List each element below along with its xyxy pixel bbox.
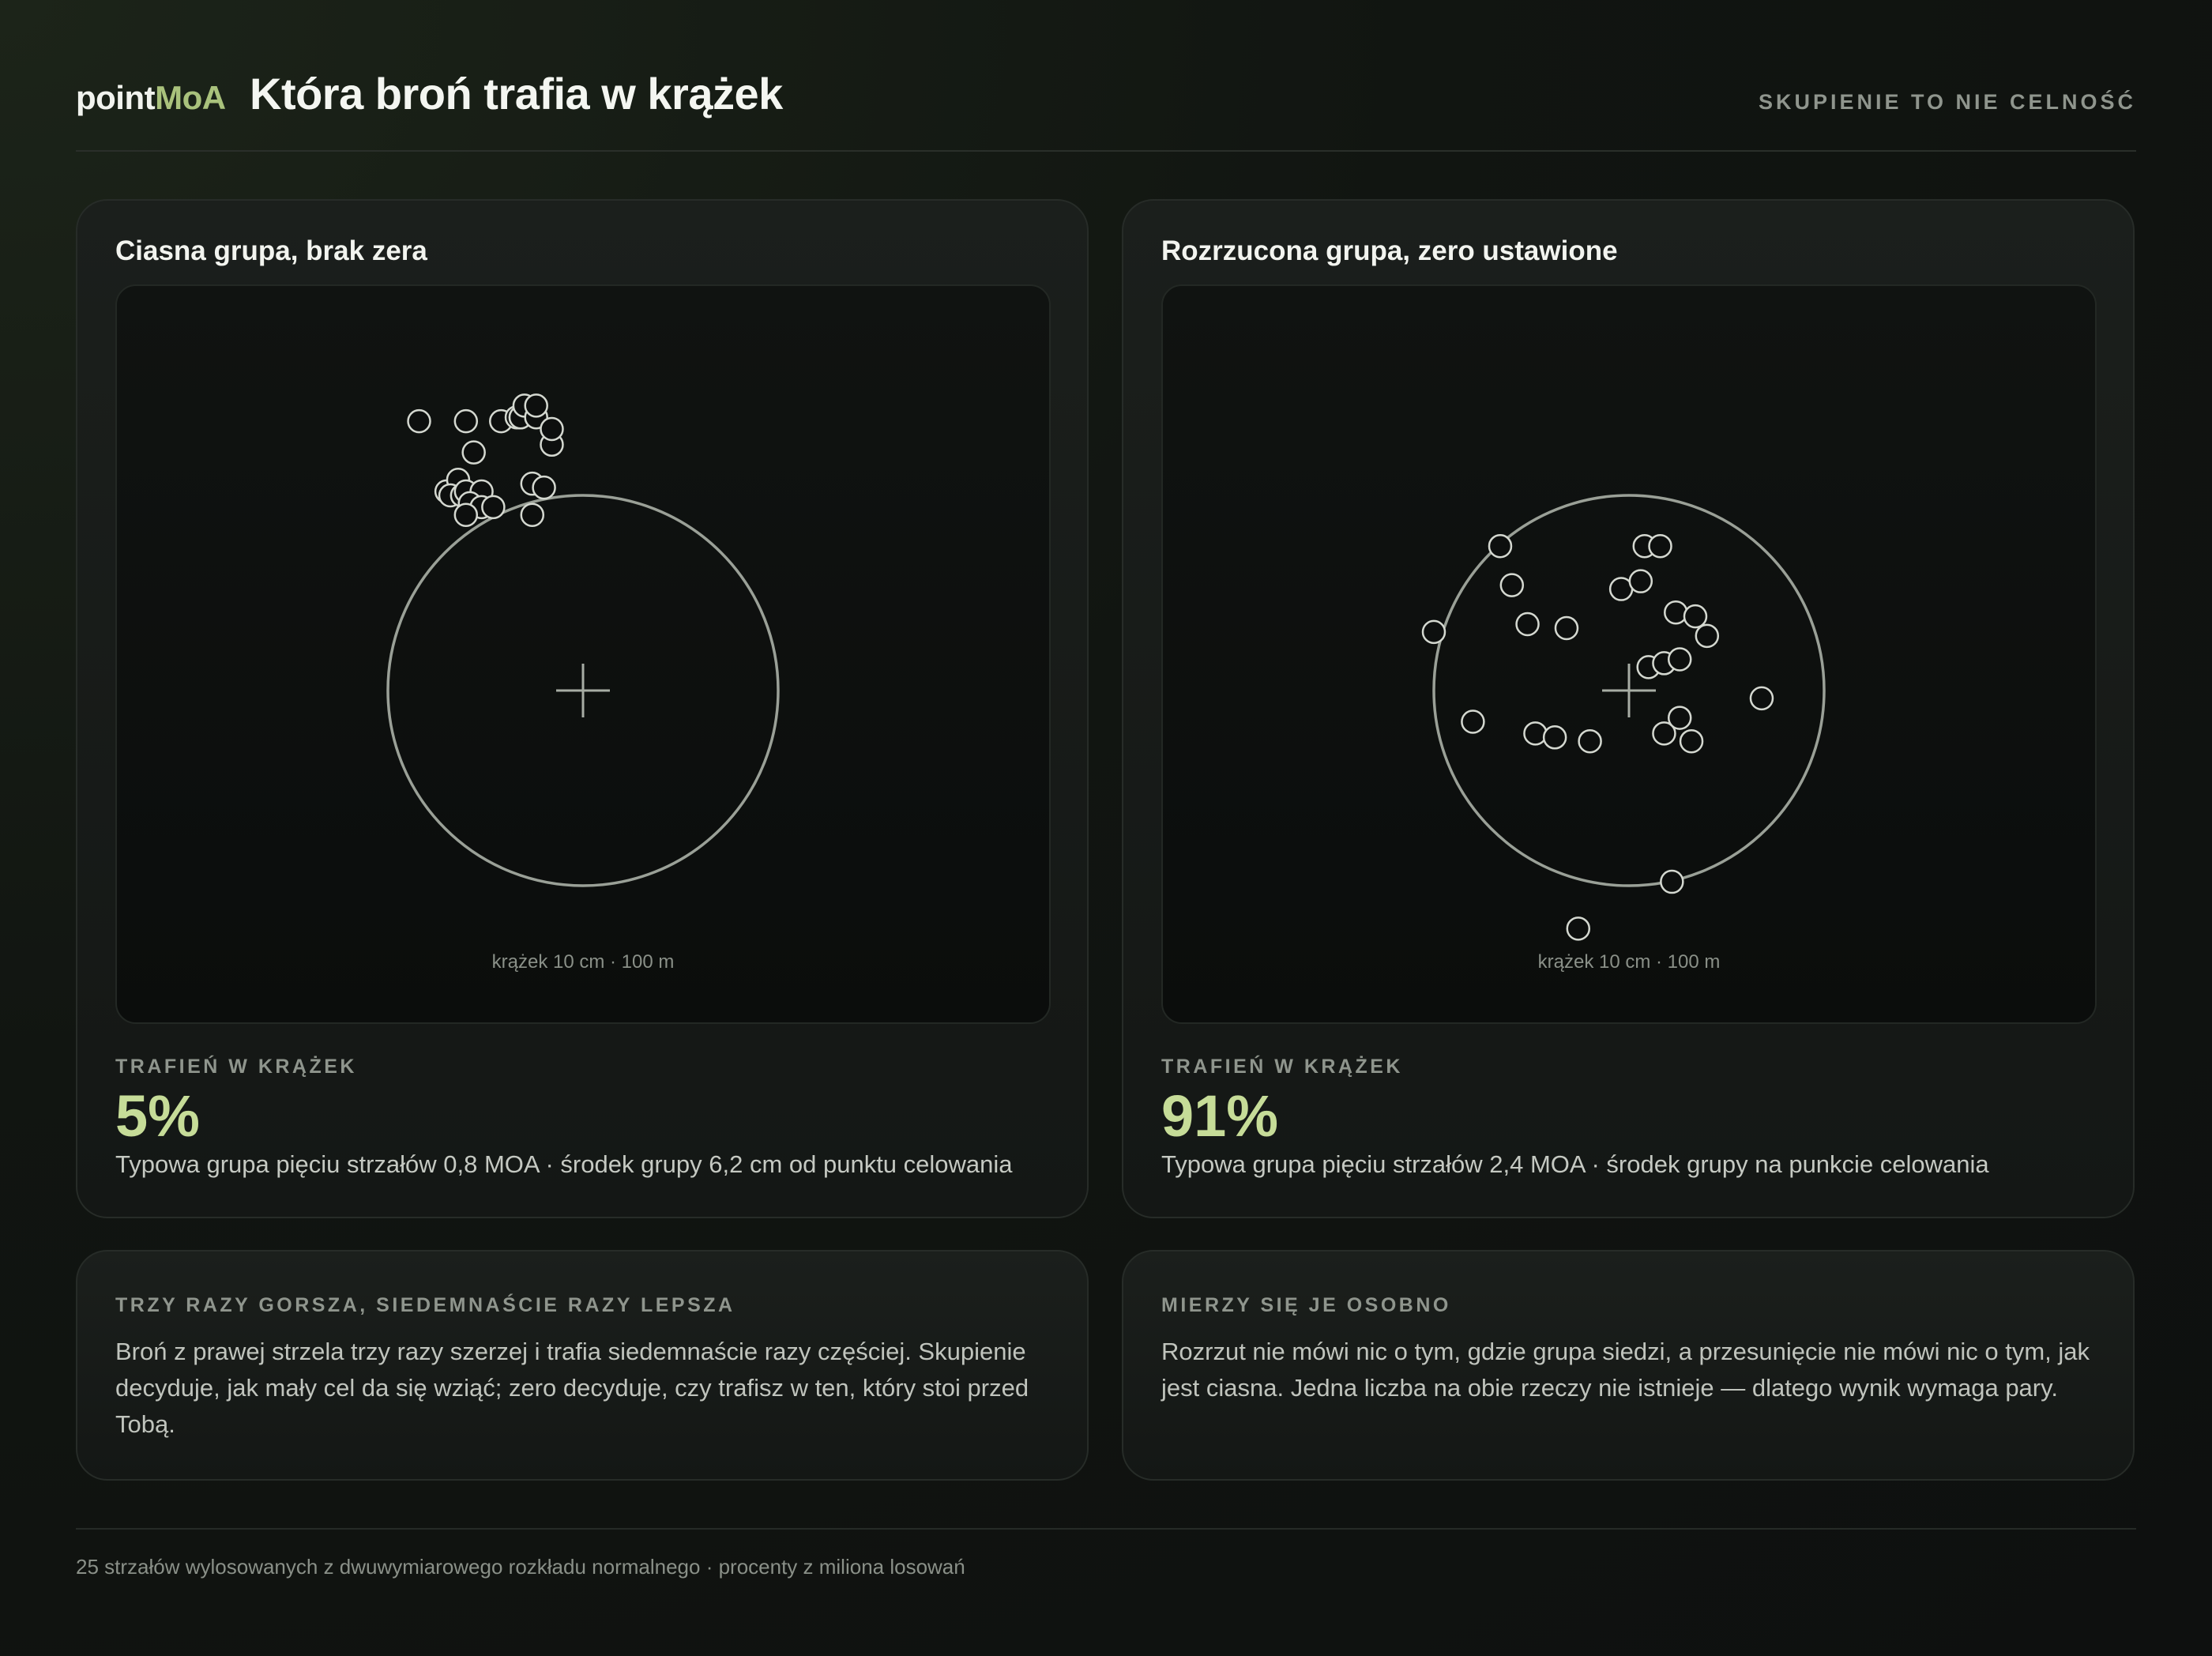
target-ring (1432, 494, 1826, 887)
shot-mark (1578, 728, 1602, 754)
target-caption: krążek 10 cm · 100 m (491, 951, 675, 973)
page-header: pointMoA Która broń trafia w krążek SKUP… (76, 63, 2136, 152)
hit-rate-label: TRAFIEŃ W KRĄŻEK (1161, 1056, 1403, 1078)
panel-title: Rozrzucona grupa, zero ustawione (1161, 235, 1618, 266)
footer-divider (76, 1528, 2136, 1530)
shot-mark (1488, 533, 1513, 559)
shot-mark (524, 393, 548, 418)
target-diagram (1421, 494, 1826, 941)
target-caption: krążek 10 cm · 100 m (1537, 951, 1721, 973)
brand-name-part2: MoA (155, 79, 226, 116)
shot-mark (1515, 612, 1540, 637)
brand-logo: pointMoA (76, 79, 226, 117)
target-ring (386, 494, 780, 887)
note-label: MIERZY SIĘ JE OSOBNO (1161, 1294, 1451, 1316)
shot-mark (1566, 916, 1591, 941)
shot-mark (1523, 721, 1548, 746)
panel-title: Ciasna grupa, brak zera (115, 235, 427, 266)
shot-mark (1667, 706, 1692, 730)
brand-name-part1: point (76, 79, 156, 116)
panel-tight-group: Ciasna grupa, brak zera krążek 10 cm · 1… (76, 199, 1089, 1218)
shot-mark (1499, 573, 1525, 597)
shot-mark (532, 475, 556, 500)
note-text: Rozrzut nie mówi nic o tym, gdzie grupa … (1161, 1338, 2090, 1402)
hit-rate-value: 5% (115, 1083, 200, 1149)
shot-mark (1554, 615, 1579, 641)
group-description: Typowa grupa pięciu strzałów 2,4 MOA · ś… (1161, 1150, 1989, 1178)
shot-mark (481, 495, 506, 520)
shot-mark (540, 416, 564, 442)
shot-mark (520, 502, 545, 527)
shot-mark (1648, 533, 1672, 559)
target-plot: krążek 10 cm · 100 m (1161, 284, 2097, 1024)
shot-mark (1679, 728, 1704, 754)
shot-mark (461, 440, 486, 465)
shot-mark (1461, 709, 1485, 734)
note-card-comparison: TRZY RAZY GORSZA, SIEDEMNAŚCIE RAZY LEPS… (76, 1250, 1089, 1481)
footnote: 25 strzałów wylosowanych z dwuwymiaroweg… (76, 1555, 965, 1579)
target-plot: krążek 10 cm · 100 m (115, 284, 1051, 1024)
hit-rate-value: 91% (1161, 1083, 1279, 1149)
page-title: Która broń trafia w krążek (250, 69, 783, 119)
hit-rate-label: TRAFIEŃ W KRĄŻEK (115, 1056, 357, 1078)
note-card-measurement: MIERZY SIĘ JE OSOBNO Rozrzut nie mówi ni… (1122, 1250, 2135, 1481)
note-label: TRZY RAZY GORSZA, SIEDEMNAŚCIE RAZY LEPS… (115, 1294, 735, 1316)
note-text: Broń z prawej strzela trzy razy szerzej … (115, 1338, 1029, 1438)
shot-mark (1660, 869, 1684, 894)
shot-mark (1628, 569, 1653, 593)
shot-mark (453, 502, 479, 527)
shot-mark (453, 408, 479, 434)
page-tagline: SKUPIENIE TO NIE CELNOŚĆ (1758, 90, 2136, 114)
shot-mark (1667, 647, 1692, 672)
shot-mark (1542, 725, 1567, 750)
group-description: Typowa grupa pięciu strzałów 0,8 MOA · ś… (115, 1150, 1013, 1178)
shot-mark (1652, 721, 1676, 746)
shot-mark (1695, 623, 1720, 649)
shot-mark (1664, 600, 1688, 625)
shot-mark (407, 408, 431, 434)
shot-mark (1749, 686, 1774, 711)
target-diagram (386, 393, 780, 887)
panel-wide-group: Rozrzucona grupa, zero ustawione krążek … (1122, 199, 2135, 1218)
shot-mark (1683, 604, 1708, 629)
shot-mark (1421, 619, 1446, 645)
